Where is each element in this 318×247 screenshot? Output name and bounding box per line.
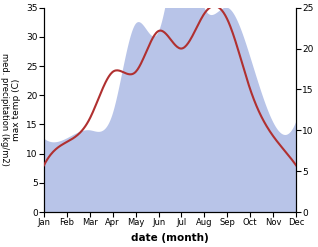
Y-axis label: med. precipitation (kg/m2): med. precipitation (kg/m2): [0, 53, 9, 166]
X-axis label: date (month): date (month): [131, 233, 209, 243]
Y-axis label: max temp (C): max temp (C): [12, 79, 21, 141]
